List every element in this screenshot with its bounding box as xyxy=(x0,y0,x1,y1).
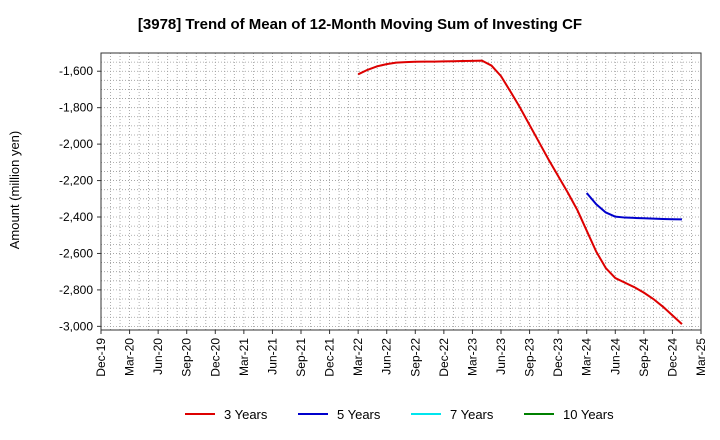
x-tick-label: Jun-21 xyxy=(265,338,279,375)
x-tick-label: Mar-23 xyxy=(465,338,479,376)
y-tick-label: -2,000 xyxy=(59,137,93,151)
x-tick-label: Sep-23 xyxy=(523,338,537,377)
x-tick-label: Sep-24 xyxy=(637,338,651,377)
plot-frame xyxy=(100,52,702,331)
x-tick-label: Dec-20 xyxy=(208,338,222,377)
x-tick-label: Sep-20 xyxy=(180,338,194,377)
x-tick-label: Sep-22 xyxy=(408,338,422,377)
legend-label: 7 Years xyxy=(450,407,494,422)
legend-label: 5 Years xyxy=(337,407,381,422)
x-tick-label: Jun-24 xyxy=(608,338,622,375)
x-tick-label: Dec-21 xyxy=(323,338,337,377)
x-tick-label: Dec-23 xyxy=(551,338,565,377)
y-axis-label: Amount (million yen) xyxy=(7,131,22,250)
series-line-5-years xyxy=(585,192,682,221)
chart-title: [3978] Trend of Mean of 12-Month Moving … xyxy=(138,16,582,33)
legend-label: 3 Years xyxy=(224,407,268,422)
x-tick-label: Mar-21 xyxy=(237,338,251,376)
x-tick-label: Dec-24 xyxy=(665,338,679,377)
x-tick-label: Jun-20 xyxy=(151,338,165,375)
plot-area: -1,600 -1,800 -2,000 -2,200 -2,400 -2,600 -2,8… xyxy=(59,52,708,377)
x-tick-label: Sep-21 xyxy=(294,338,308,377)
y-tick-label: -2,600 xyxy=(59,246,93,260)
y-tick-label: -2,200 xyxy=(59,174,93,188)
y-tick-label: -1,800 xyxy=(59,101,93,115)
x-tick-label: Mar-25 xyxy=(694,338,708,376)
x-tick-label: Dec-19 xyxy=(94,338,108,377)
y-tick-label: -2,400 xyxy=(59,210,93,224)
legend: 3 Years 5 Years 7 Years 10 Years xyxy=(185,407,614,422)
x-tick-label: Mar-20 xyxy=(123,338,137,376)
y-tick-label: -3,000 xyxy=(59,319,93,333)
x-tick-label: Jun-23 xyxy=(494,338,508,375)
x-tick-label: Jun-22 xyxy=(380,338,394,375)
x-tick-label: Mar-22 xyxy=(351,338,365,376)
y-tick-label: -2,800 xyxy=(59,283,93,297)
x-tick-label: Mar-24 xyxy=(580,338,594,376)
x-tick-label: Dec-22 xyxy=(437,338,451,377)
plot-background xyxy=(101,53,701,330)
y-tick-label: -1,600 xyxy=(59,64,93,78)
series-line-3-years xyxy=(357,59,683,325)
legend-label: 10 Years xyxy=(563,407,614,422)
